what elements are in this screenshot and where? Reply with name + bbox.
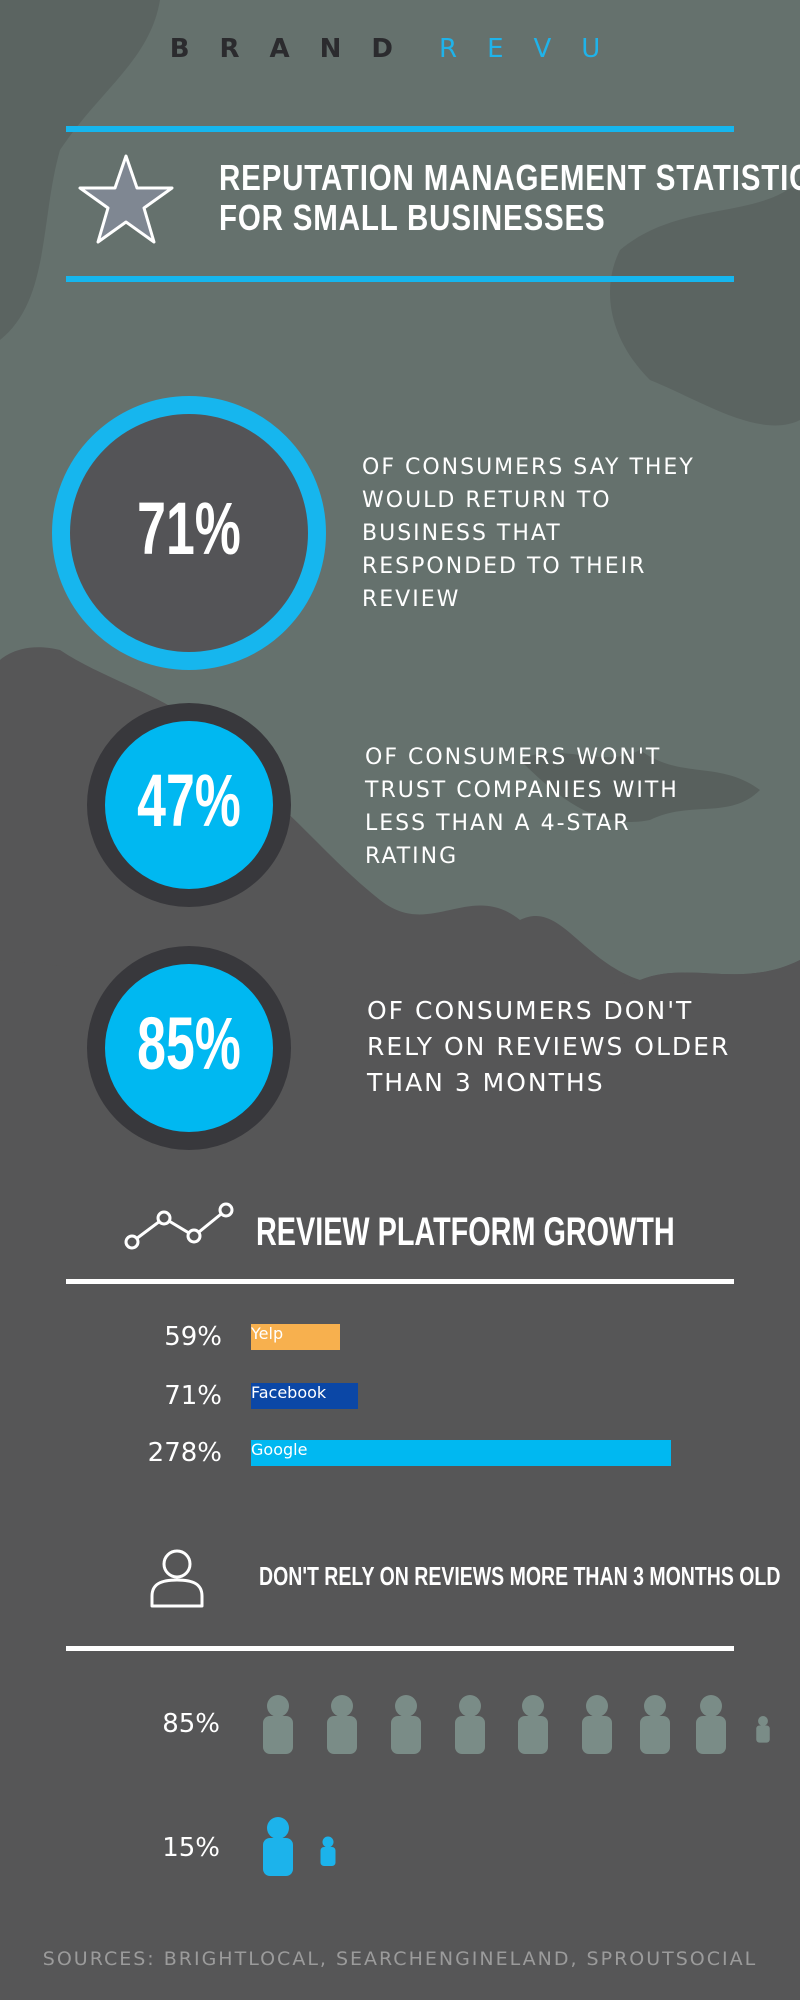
recency-title: DON'T RELY ON REVIEWS MORE THAN 3 MONTHS… xyxy=(259,1561,781,1591)
growth-icon xyxy=(124,1202,234,1250)
growth-bar: Yelp xyxy=(251,1324,341,1350)
stat-text: OF CONSUMERS WON'T TRUST COMPANIES WITH … xyxy=(365,745,679,869)
title-line: FOR SMALL BUSINESSES xyxy=(219,197,606,238)
title-line: REPUTATION MANAGEMENT STATISTICS xyxy=(219,157,800,198)
growth-value-label: 278% xyxy=(147,1438,222,1468)
person xyxy=(696,1695,726,1754)
recency-label: 15% xyxy=(162,1833,220,1863)
person xyxy=(320,1836,336,1866)
header-rule xyxy=(66,126,734,132)
stat-figure: 85% xyxy=(137,1002,241,1085)
person xyxy=(518,1695,548,1754)
star-icon xyxy=(78,154,174,244)
section-rule xyxy=(66,1279,734,1284)
header-title: REPUTATION MANAGEMENT STATISTICS FOR SMA… xyxy=(219,158,800,238)
person xyxy=(327,1695,357,1754)
header-rule xyxy=(66,276,734,282)
sources: SOURCES: BRIGHTLOCAL, SEARCHENGINELAND, … xyxy=(42,1948,758,1970)
growth-bar-name: Facebook xyxy=(251,1383,327,1402)
section-rule xyxy=(66,1646,734,1651)
brand-dark: BRAND xyxy=(169,34,423,64)
stat-figure: 71% xyxy=(137,487,241,570)
person xyxy=(582,1695,612,1754)
growth-title: REVIEW PLATFORM GROWTH xyxy=(256,1210,675,1254)
growth-bar-name: Yelp xyxy=(251,1324,284,1343)
growth-value-label: 59% xyxy=(164,1322,222,1352)
people-pictogram xyxy=(263,1695,770,1876)
growth-bar: Google xyxy=(251,1440,671,1466)
person-icon xyxy=(150,1549,204,1608)
growth-bar: Facebook xyxy=(251,1383,359,1409)
person xyxy=(756,1716,770,1743)
stat-figure: 47% xyxy=(137,759,241,842)
person xyxy=(391,1695,421,1754)
stat-text: OF CONSUMERS SAY THEY WOULD RETURN TO BU… xyxy=(362,455,695,612)
person xyxy=(640,1695,670,1754)
brand-light: REVU xyxy=(439,34,631,64)
recency-label: 85% xyxy=(162,1709,220,1739)
person xyxy=(455,1695,485,1754)
stat-text: OF CONSUMERS DON'T RELY ON REVIEWS OLDER… xyxy=(367,996,731,1097)
person xyxy=(263,1695,293,1754)
brand: BRAND REVU xyxy=(0,34,800,64)
growth-value-label: 71% xyxy=(164,1381,222,1411)
person xyxy=(263,1817,293,1876)
growth-bar-name: Google xyxy=(251,1440,308,1459)
